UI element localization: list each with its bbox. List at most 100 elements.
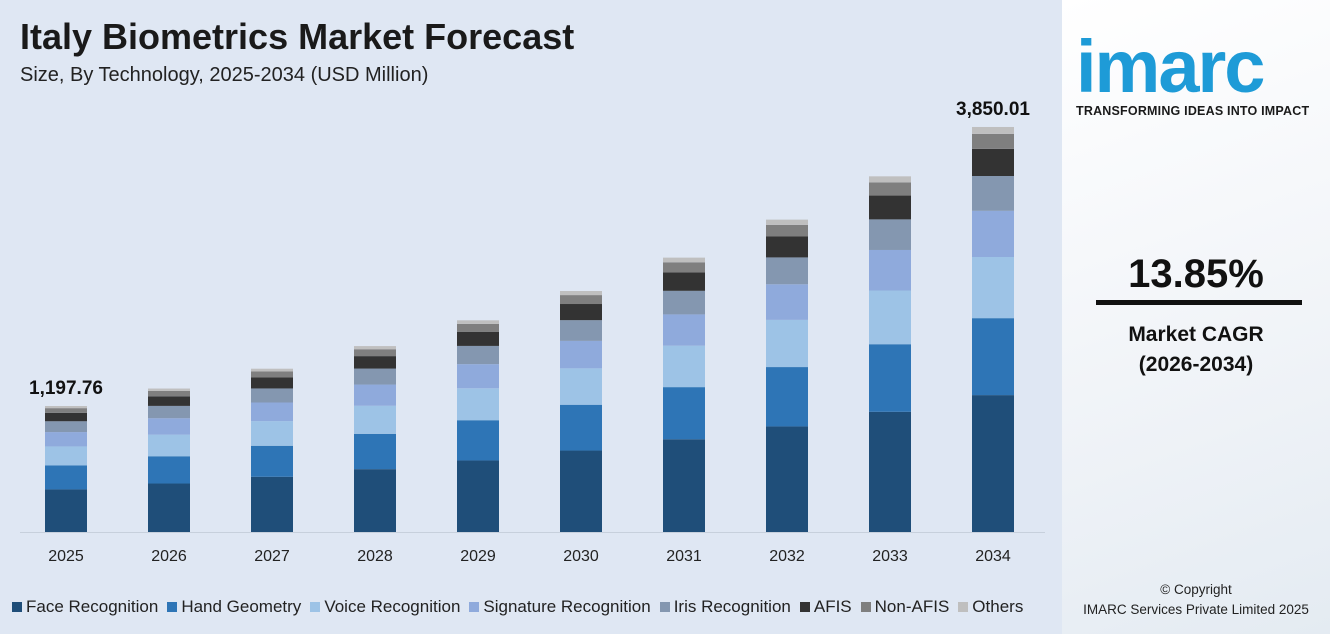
- bar-segment-others-2027: [251, 368, 293, 372]
- cagr-value: 13.85%: [1128, 252, 1264, 296]
- bar-segment-non-afis-2030: [560, 295, 602, 305]
- bar-segment-voice-recognition-2025: [45, 446, 87, 466]
- x-tick-label: 2027: [254, 548, 290, 565]
- bar-segment-face-recognition-2028: [354, 469, 396, 532]
- x-tick-label: 2026: [151, 548, 187, 565]
- bar-segment-hand-geometry-2028: [354, 433, 396, 470]
- bar-segment-hand-geometry-2032: [766, 367, 808, 427]
- bar-segment-face-recognition-2032: [766, 426, 808, 532]
- bar-segment-face-recognition-2026: [148, 483, 190, 532]
- bar-segment-non-afis-2032: [766, 224, 808, 237]
- cagr-label: Market CAGR (2026-2034): [1062, 320, 1330, 380]
- bar-segment-non-afis-2027: [251, 371, 293, 378]
- bar-segment-iris-recognition-2033: [869, 219, 911, 250]
- bar-segment-voice-recognition-2034: [972, 257, 1014, 319]
- bar-segment-hand-geometry-2033: [869, 344, 911, 412]
- legend-item: Others: [958, 597, 1023, 617]
- legend-label: Iris Recognition: [673, 597, 791, 616]
- bar-segment-afis-2029: [457, 331, 499, 346]
- cagr-period: (2026-2034): [1138, 353, 1254, 376]
- bar-segment-others-2032: [766, 219, 808, 225]
- bar-segment-hand-geometry-2031: [663, 387, 705, 440]
- bar-segment-afis-2027: [251, 377, 293, 389]
- tagline: TRANSFORMING IDEAS INTO IMPACT: [1076, 104, 1310, 118]
- bar-segment-non-afis-2029: [457, 323, 499, 332]
- bar-segment-afis-2033: [869, 195, 911, 220]
- bar-segment-face-recognition-2034: [972, 395, 1014, 532]
- bar-segment-hand-geometry-2026: [148, 456, 190, 484]
- legend-label: Others: [972, 597, 1024, 616]
- legend-swatch: [167, 602, 178, 612]
- bar-segment-afis-2034: [972, 148, 1014, 177]
- x-tick-label: 2029: [460, 548, 496, 565]
- bar-segment-iris-recognition-2026: [148, 405, 190, 419]
- bar-segment-signature-recognition-2026: [148, 418, 190, 435]
- company-name: IMARC Services Private Limited 2025: [1083, 602, 1309, 617]
- legend-label: Voice Recognition: [324, 597, 461, 616]
- x-tick-label: 2032: [769, 548, 805, 565]
- bar-segment-others-2026: [148, 388, 190, 391]
- bar-segment-non-afis-2028: [354, 349, 396, 357]
- copyright-text: © Copyright: [1160, 582, 1232, 597]
- bar-segment-face-recognition-2027: [251, 476, 293, 532]
- bar-segment-face-recognition-2031: [663, 439, 705, 532]
- legend-item: Non-AFIS: [860, 597, 950, 617]
- legend-label: Signature Recognition: [483, 597, 651, 616]
- bar-segment-face-recognition-2029: [457, 460, 499, 532]
- cagr-divider: [1096, 300, 1302, 305]
- bar-segment-face-recognition-2025: [45, 489, 87, 532]
- bar-segment-face-recognition-2030: [560, 450, 602, 532]
- bar-segment-voice-recognition-2029: [457, 388, 499, 421]
- x-tick-label: 2031: [666, 548, 702, 565]
- data-label: 1,197.76: [29, 378, 103, 399]
- chart-title: Italy Biometrics Market Forecast: [20, 16, 575, 57]
- bar-segment-afis-2028: [354, 356, 396, 369]
- legend-swatch: [12, 602, 22, 612]
- bar-segment-voice-recognition-2033: [869, 290, 911, 345]
- legend-item: Hand Geometry: [167, 597, 301, 617]
- bar-segment-hand-geometry-2027: [251, 445, 293, 477]
- bar-segment-signature-recognition-2030: [560, 340, 602, 369]
- bar-segment-iris-recognition-2031: [663, 290, 705, 315]
- x-tick-label: 2028: [357, 548, 393, 565]
- x-tick-label: 2030: [563, 548, 599, 565]
- bar-segment-non-afis-2026: [148, 390, 190, 397]
- brand-panel: imarc TRANSFORMING IDEAS INTO IMPACT 13.…: [1062, 0, 1330, 634]
- bar-segment-signature-recognition-2028: [354, 384, 396, 406]
- legend-item: Signature Recognition: [469, 597, 651, 617]
- bar-segment-signature-recognition-2031: [663, 314, 705, 346]
- bar-segment-non-afis-2025: [45, 408, 87, 413]
- legend-label: Hand Geometry: [181, 597, 302, 616]
- bar-segment-non-afis-2034: [972, 133, 1014, 149]
- bar-segment-afis-2031: [663, 272, 705, 291]
- bar-segment-iris-recognition-2034: [972, 176, 1014, 211]
- bar-segment-afis-2030: [560, 304, 602, 321]
- bar-segment-voice-recognition-2031: [663, 345, 705, 388]
- bar-segment-iris-recognition-2025: [45, 421, 87, 433]
- legend-label: AFIS: [813, 597, 852, 616]
- copyright: © Copyright IMARC Services Private Limit…: [1062, 580, 1330, 620]
- legend-label: Face Recognition: [26, 597, 159, 616]
- bar-segment-others-2033: [869, 176, 911, 183]
- bar-segment-signature-recognition-2025: [45, 432, 87, 447]
- x-tick-label: 2025: [48, 548, 84, 565]
- bar-segment-non-afis-2031: [663, 262, 705, 273]
- bar-segment-afis-2032: [766, 236, 808, 258]
- bar-segment-signature-recognition-2032: [766, 284, 808, 320]
- bar-segment-iris-recognition-2027: [251, 388, 293, 403]
- bar-segment-hand-geometry-2025: [45, 465, 87, 490]
- bar-segment-others-2029: [457, 320, 499, 324]
- legend-swatch: [799, 602, 810, 612]
- legend-label: Non-AFIS: [874, 597, 950, 616]
- bar-segment-signature-recognition-2027: [251, 402, 293, 422]
- legend-swatch: [860, 602, 871, 612]
- bar-segment-hand-geometry-2029: [457, 420, 499, 461]
- legend-swatch: [958, 602, 969, 612]
- bar-segment-hand-geometry-2030: [560, 404, 602, 451]
- bar-segment-iris-recognition-2029: [457, 345, 499, 365]
- bar-segment-others-2034: [972, 126, 1014, 134]
- bar-segment-iris-recognition-2030: [560, 320, 602, 341]
- bar-segment-face-recognition-2033: [869, 411, 911, 532]
- bar-segment-non-afis-2033: [869, 182, 911, 196]
- legend-swatch: [659, 602, 670, 612]
